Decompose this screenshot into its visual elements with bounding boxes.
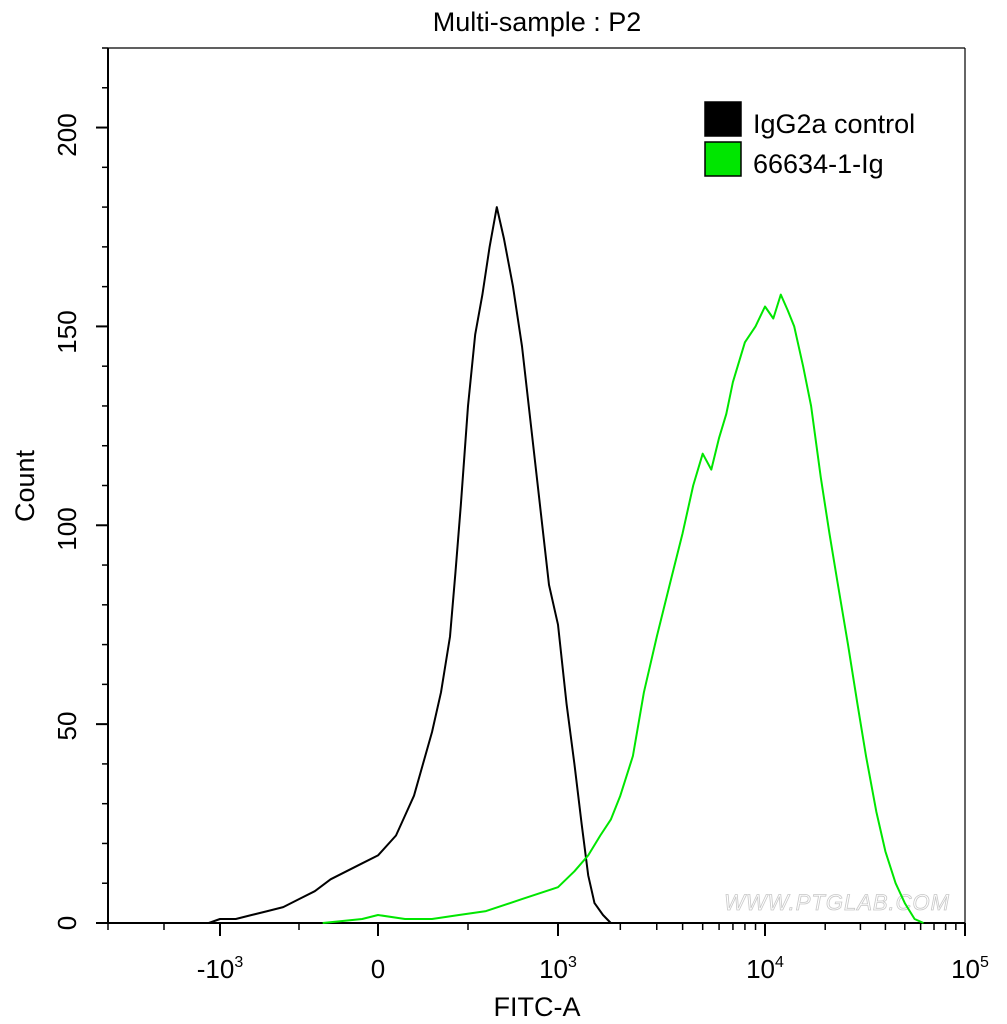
series-line-66634-1-ig <box>322 293 924 924</box>
y-tick-label: 50 <box>52 712 82 741</box>
x-tick-label: -103 <box>197 954 244 984</box>
watermark: WWW.PTGLAB.COM <box>724 890 950 915</box>
legend: IgG2a control 66634-1-Ig <box>704 101 915 179</box>
y-axis-ticks <box>96 47 108 924</box>
chart-title: Multi-sample : P2 <box>433 7 642 37</box>
x-tick-label: 104 <box>746 954 784 984</box>
x-tick-label: 103 <box>539 954 577 984</box>
x-tick-label: 0 <box>371 954 385 984</box>
x-tick-label: 105 <box>951 954 989 984</box>
y-tick-label: 200 <box>52 113 82 156</box>
y-tick-label: 100 <box>52 507 82 550</box>
legend-swatch-66634-1-ig <box>704 141 742 177</box>
x-axis-label: FITC-A <box>494 992 581 1022</box>
x-tick-labels: -103 0 103 104 105 <box>197 954 989 984</box>
legend-label: IgG2a control <box>753 109 915 139</box>
y-tick-labels: 0 50 100 150 200 <box>52 113 82 930</box>
plot-frame <box>107 47 966 924</box>
x-axis-ticks <box>107 923 966 936</box>
y-axis-label: Count <box>10 449 40 522</box>
y-tick-label: 150 <box>52 310 82 353</box>
y-tick-label: 0 <box>52 916 82 930</box>
legend-swatch-igg2a-control <box>704 101 742 137</box>
legend-label: 66634-1-Ig <box>753 149 884 179</box>
series-line-igg2a-control <box>208 206 765 924</box>
